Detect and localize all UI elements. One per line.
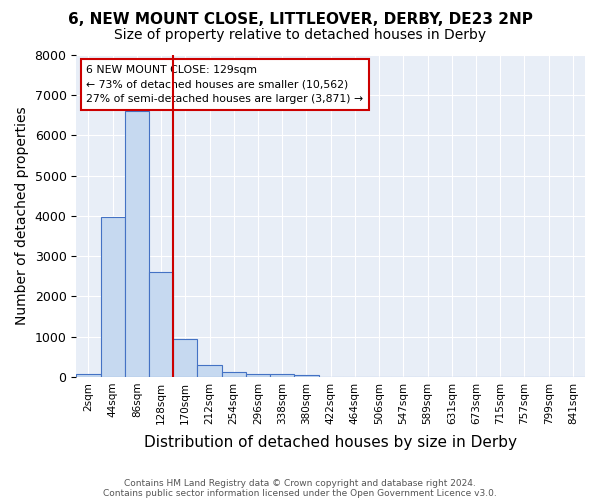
X-axis label: Distribution of detached houses by size in Derby: Distribution of detached houses by size … xyxy=(144,435,517,450)
Text: Size of property relative to detached houses in Derby: Size of property relative to detached ho… xyxy=(114,28,486,42)
Bar xyxy=(101,217,125,377)
Bar xyxy=(76,374,101,377)
Text: Contains public sector information licensed under the Open Government Licence v3: Contains public sector information licen… xyxy=(103,488,497,498)
Bar xyxy=(270,374,295,377)
Bar xyxy=(125,112,149,377)
Bar xyxy=(246,374,270,377)
Text: 6, NEW MOUNT CLOSE, LITTLEOVER, DERBY, DE23 2NP: 6, NEW MOUNT CLOSE, LITTLEOVER, DERBY, D… xyxy=(68,12,532,28)
Bar xyxy=(149,272,173,377)
Bar xyxy=(295,375,319,377)
Text: 6 NEW MOUNT CLOSE: 129sqm
← 73% of detached houses are smaller (10,562)
27% of s: 6 NEW MOUNT CLOSE: 129sqm ← 73% of detac… xyxy=(86,64,364,104)
Bar xyxy=(197,365,221,377)
Bar xyxy=(173,338,197,377)
Bar xyxy=(221,372,246,377)
Y-axis label: Number of detached properties: Number of detached properties xyxy=(15,106,29,326)
Text: Contains HM Land Registry data © Crown copyright and database right 2024.: Contains HM Land Registry data © Crown c… xyxy=(124,478,476,488)
